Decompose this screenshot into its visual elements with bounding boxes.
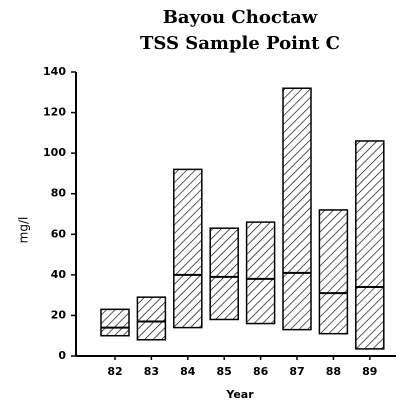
bar [355, 140, 385, 350]
x-tick-label: 86 [253, 365, 269, 378]
x-tick-label: 89 [362, 365, 377, 378]
bar [209, 227, 239, 321]
y-tick-label: 60 [51, 227, 67, 240]
x-tick-label: 88 [326, 365, 341, 378]
y-tick-label: 100 [43, 146, 66, 159]
bar [100, 308, 130, 337]
y-tick-label: 0 [58, 349, 66, 362]
bar [173, 168, 203, 329]
x-tick-label: 85 [217, 365, 232, 378]
chart-title: Bayou Choctaw [163, 7, 318, 28]
x-axis-label: Year [225, 388, 254, 401]
x-tick-label: 84 [180, 365, 196, 378]
bar [282, 87, 312, 331]
y-tick-label: 80 [51, 187, 67, 200]
x-tick-label: 83 [144, 365, 159, 378]
bar [245, 221, 276, 325]
x-tick-label: 87 [289, 365, 304, 378]
bar [136, 296, 167, 341]
y-tick-label: 40 [51, 268, 67, 281]
y-tick-label: 20 [51, 308, 67, 321]
chart-subtitle: TSS Sample Point C [140, 33, 340, 54]
y-tick-label: 120 [43, 106, 66, 119]
bar [318, 209, 349, 335]
y-tick-label: 140 [43, 65, 66, 78]
y-axis-label: mg/l [17, 217, 31, 244]
x-tick-label: 82 [107, 365, 122, 378]
